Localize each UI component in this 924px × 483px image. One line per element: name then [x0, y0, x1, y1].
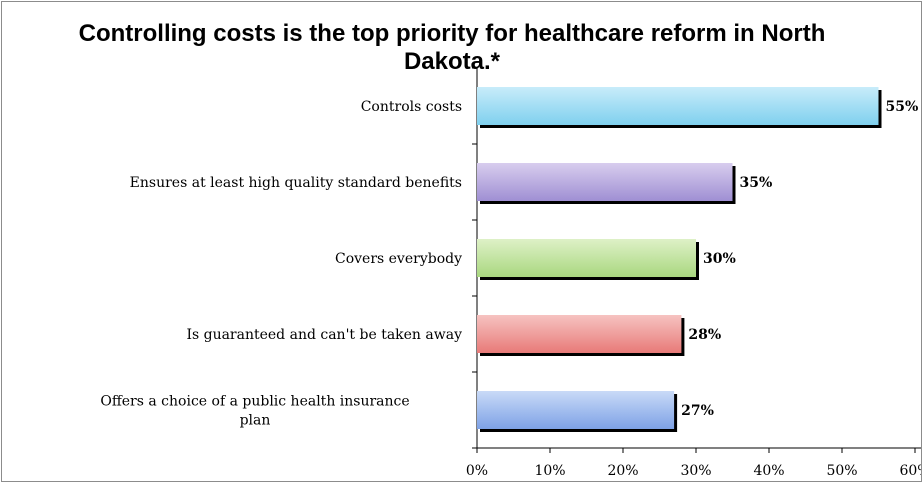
- bar: [477, 391, 675, 429]
- bar-value-label: 30%: [703, 251, 736, 267]
- bar: [477, 87, 879, 125]
- x-tick-label: 30%: [680, 463, 711, 479]
- category-label: Is guaranteed and can't be taken away: [186, 327, 462, 343]
- category-label: Covers everybody: [335, 251, 462, 267]
- bar-value-label: 35%: [740, 175, 773, 191]
- category-label: plan: [240, 413, 271, 429]
- x-tick-label: 0%: [466, 463, 488, 479]
- x-tick-label: 10%: [534, 463, 565, 479]
- x-tick-label: 40%: [753, 463, 784, 479]
- category-label: Ensures at least high quality standard b…: [130, 175, 462, 191]
- bar-value-label: 27%: [681, 403, 714, 419]
- x-tick-label: 50%: [826, 463, 857, 479]
- bar-value-label: 28%: [688, 327, 721, 343]
- bar: [477, 239, 696, 277]
- category-label: Offers a choice of a public health insur…: [100, 394, 409, 410]
- chart-title: Controlling costs is the top priority fo…: [78, 20, 826, 75]
- bar-value-label: 55%: [886, 99, 919, 115]
- x-tick-label: 20%: [607, 463, 638, 479]
- x-tick-label: 60%: [899, 463, 922, 479]
- bar: [477, 163, 733, 201]
- bar: [477, 315, 682, 353]
- category-label: Controls costs: [361, 99, 462, 115]
